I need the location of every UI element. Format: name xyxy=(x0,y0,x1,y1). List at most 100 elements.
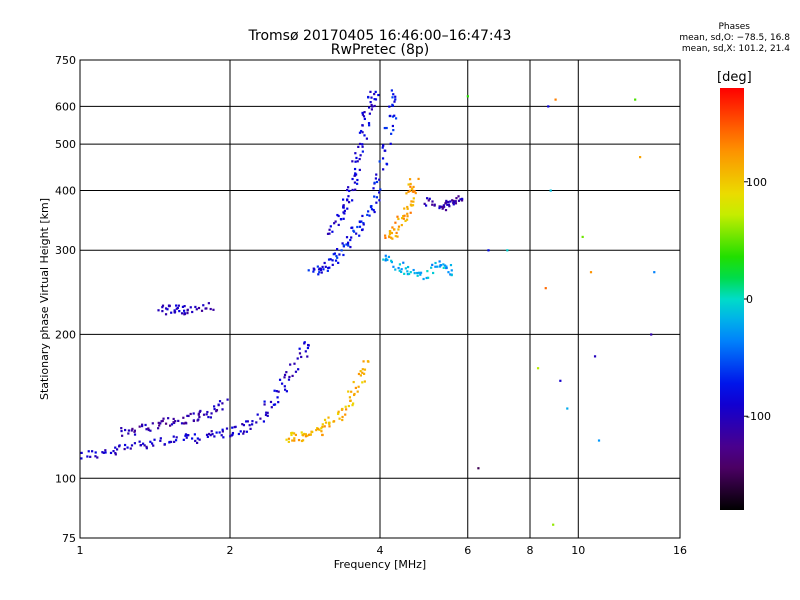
data-point xyxy=(403,214,406,217)
data-point xyxy=(358,225,362,228)
data-point xyxy=(327,258,331,261)
data-point xyxy=(373,104,376,108)
data-point xyxy=(552,523,555,526)
data-point xyxy=(172,421,175,424)
data-point xyxy=(341,242,344,245)
data-point xyxy=(117,445,121,448)
data-point xyxy=(372,209,375,212)
data-point xyxy=(283,376,286,379)
data-point xyxy=(406,265,410,269)
data-point xyxy=(320,271,323,274)
data-point xyxy=(342,244,345,247)
data-point xyxy=(378,199,381,202)
y-tick-label: 100 xyxy=(55,472,76,485)
data-point xyxy=(368,112,371,115)
data-point xyxy=(353,392,356,396)
data-point xyxy=(159,437,162,440)
data-point xyxy=(294,433,298,437)
data-point xyxy=(426,270,429,273)
data-point xyxy=(440,205,444,208)
colorbar-tick-label: -100 xyxy=(746,410,771,423)
data-point xyxy=(406,272,409,276)
data-point xyxy=(449,263,453,267)
data-point xyxy=(163,443,166,446)
data-point xyxy=(170,311,173,314)
data-point xyxy=(241,423,244,426)
data-point xyxy=(410,187,414,190)
data-point xyxy=(366,213,369,217)
data-point xyxy=(391,103,394,106)
data-point xyxy=(87,450,90,453)
data-point xyxy=(367,96,370,99)
data-point xyxy=(348,189,351,193)
data-point xyxy=(192,419,195,423)
data-point xyxy=(342,204,345,207)
data-point xyxy=(231,433,234,436)
y-tick-label: 75 xyxy=(62,532,76,545)
data-point xyxy=(361,371,364,374)
data-point xyxy=(418,271,421,274)
data-point xyxy=(363,117,366,121)
data-point xyxy=(452,199,455,203)
data-point xyxy=(354,188,357,191)
data-point xyxy=(406,270,409,273)
data-point xyxy=(453,201,456,204)
data-point xyxy=(210,430,213,433)
data-point xyxy=(352,402,355,405)
data-point xyxy=(355,232,358,235)
data-point xyxy=(331,263,334,266)
data-point xyxy=(328,232,331,235)
data-point xyxy=(402,217,405,220)
data-point xyxy=(373,181,376,184)
data-point xyxy=(164,422,168,425)
data-point xyxy=(161,419,164,423)
data-point xyxy=(412,268,415,272)
data-point xyxy=(389,114,392,118)
data-point xyxy=(593,355,597,358)
data-point xyxy=(378,160,381,163)
data-point xyxy=(375,201,378,204)
data-point xyxy=(291,431,294,434)
data-point xyxy=(406,212,409,215)
data-point xyxy=(341,415,344,419)
data-point xyxy=(336,248,339,251)
data-point xyxy=(292,432,296,435)
data-point xyxy=(183,313,186,316)
chart-title-line1: Tromsø 20170405 16:46:00–16:47:43 xyxy=(248,28,512,44)
data-point xyxy=(347,195,350,198)
data-point xyxy=(287,437,291,440)
data-point xyxy=(327,266,330,270)
data-point xyxy=(157,309,160,312)
data-point xyxy=(161,304,165,307)
data-point xyxy=(213,435,216,438)
data-point xyxy=(392,93,395,96)
x-tick-label: 8 xyxy=(527,544,534,557)
data-point xyxy=(402,215,405,218)
data-point xyxy=(176,306,179,310)
data-point xyxy=(356,182,359,185)
data-point xyxy=(444,208,448,212)
data-point xyxy=(328,228,331,231)
data-point xyxy=(350,390,353,393)
data-point xyxy=(385,257,388,260)
data-point xyxy=(356,225,359,229)
data-point xyxy=(213,405,216,408)
data-point xyxy=(280,382,284,385)
data-point xyxy=(133,429,136,432)
data-point xyxy=(303,432,306,436)
data-point xyxy=(347,186,350,189)
data-point xyxy=(144,423,147,427)
data-point xyxy=(432,271,435,275)
data-point xyxy=(327,416,330,419)
data-point xyxy=(452,203,455,206)
data-point xyxy=(294,370,298,373)
data-point xyxy=(332,253,335,256)
data-point xyxy=(391,124,394,128)
data-point xyxy=(285,371,288,374)
data-point xyxy=(354,386,357,390)
data-point xyxy=(285,390,288,393)
data-point xyxy=(392,265,395,268)
data-point xyxy=(210,412,213,415)
data-point xyxy=(447,203,450,206)
data-point xyxy=(186,414,189,417)
